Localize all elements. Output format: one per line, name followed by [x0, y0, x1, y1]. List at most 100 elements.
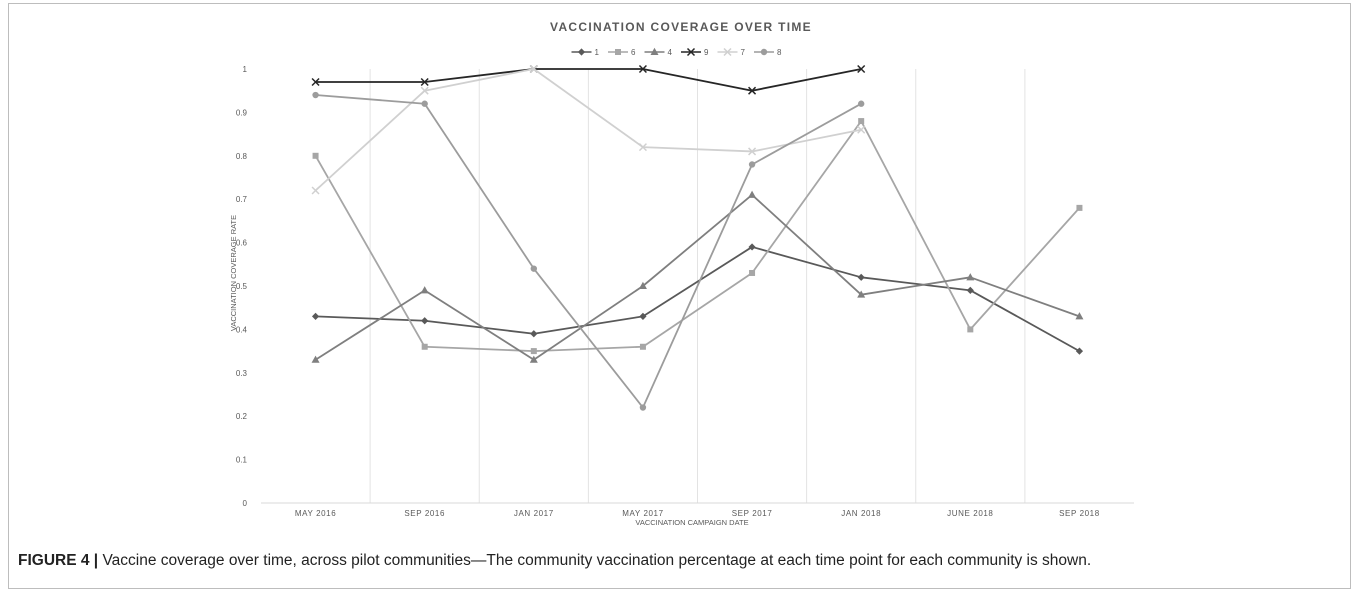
data-point-x-stroke: [748, 147, 757, 156]
chart-title: VACCINATION COVERAGE OVER TIME: [550, 20, 812, 34]
data-point-square: [749, 269, 756, 276]
data-point-diamond: [577, 48, 586, 56]
data-point-square: [639, 343, 646, 350]
data-point-diamond: [966, 286, 974, 294]
data-point-triangle: [857, 290, 866, 298]
data-point-circle: [421, 100, 428, 107]
data-point-x-stroke: [686, 47, 696, 57]
data-point-triangle: [966, 273, 975, 281]
data-point-square: [858, 118, 865, 125]
data-point-circle: [312, 91, 319, 99]
data-point-x-stroke: [311, 186, 320, 195]
data-point-circle: [530, 265, 538, 272]
data-point-square: [421, 343, 428, 350]
data-point-x: [311, 77, 320, 87]
legend-label: 4: [668, 48, 673, 57]
series-line-1: [315, 246, 1080, 352]
x-tick-label: MAY 2017: [622, 509, 663, 518]
data-point-x: [723, 47, 732, 57]
data-point-x-stroke: [723, 47, 732, 57]
y-tick-label: 0.7: [236, 195, 248, 204]
y-tick-label: 0.5: [236, 282, 248, 291]
data-point-x-stroke: [638, 143, 647, 152]
x-axis-label: VACCINATION CAMPAIGN DATE: [635, 518, 748, 527]
legend-item-4: 4: [644, 47, 673, 57]
legend-item-9: 9: [681, 47, 709, 57]
series-7: [311, 64, 866, 195]
y-tick-label: 0.1: [236, 456, 248, 465]
data-point-triangle: [650, 47, 659, 55]
data-point-circle: [639, 404, 647, 411]
data-point-square: [967, 326, 974, 333]
x-tick-label: JAN 2018: [841, 509, 881, 518]
figure-caption-label: FIGURE 4 |: [18, 552, 99, 569]
data-point-triangle: [1075, 312, 1084, 320]
series-group: [311, 64, 1084, 411]
data-point-x: [529, 64, 538, 74]
data-point-triangle: [311, 355, 320, 363]
data-point-circle: [760, 48, 768, 56]
y-tick-label: 1: [243, 65, 248, 74]
y-tick-label: 0.4: [236, 325, 248, 334]
y-tick-label: 0.2: [236, 412, 248, 421]
figure-caption: FIGURE 4 | Vaccine coverage over time, a…: [18, 552, 1338, 570]
y-tick-label: 0.8: [236, 152, 248, 161]
data-point-x: [748, 86, 757, 95]
figure-caption-text: Vaccine coverage over time, across pilot…: [98, 552, 1092, 569]
data-point-x: [686, 47, 696, 57]
data-point-x-stroke: [529, 64, 538, 74]
legend-item-8: 8: [754, 48, 782, 57]
data-point-x-stroke: [420, 86, 429, 95]
data-point-x: [857, 125, 866, 134]
data-point-x-stroke: [857, 125, 866, 134]
data-point-triangle: [529, 355, 538, 363]
x-tick-label: JAN 2017: [514, 509, 554, 518]
data-point-diamond: [530, 330, 538, 338]
series-line-6: [314, 120, 1081, 353]
series-1: [311, 243, 1084, 355]
legend-label: 9: [704, 48, 709, 57]
data-point-x-stroke: [748, 86, 757, 95]
series-line-7: [314, 68, 862, 192]
data-point-x-stroke: [638, 64, 647, 74]
data-point-x: [420, 77, 429, 87]
x-tick-label: SEP 2016: [404, 509, 445, 518]
data-point-x-stroke: [311, 77, 320, 87]
data-point-diamond: [857, 273, 865, 281]
data-point-x: [638, 143, 647, 152]
x-axis-ticks: MAY 2016 SEP 2016 JAN 2017 MAY 2017 SEP 2017…: [295, 509, 1099, 518]
data-point-diamond: [311, 312, 320, 320]
legend-item-1: 1: [571, 48, 600, 57]
data-point-diamond: [639, 312, 647, 320]
data-point-triangle: [638, 281, 647, 289]
data-point-x: [311, 186, 320, 195]
data-point-triangle: [420, 286, 429, 294]
data-point-x: [857, 64, 866, 74]
legend-label: 1: [595, 48, 600, 57]
y-axis-label: VACCINATION COVERAGE RATE: [229, 215, 238, 331]
y-tick-label: 0.3: [236, 369, 248, 378]
data-point-circle: [748, 161, 756, 168]
data-point-triangle: [748, 190, 757, 198]
data-point-diamond: [1075, 347, 1084, 355]
y-tick-label: 0.6: [236, 239, 248, 248]
data-point-x: [420, 86, 429, 95]
series-4: [311, 190, 1084, 363]
data-point-x: [638, 64, 647, 74]
data-point-diamond: [748, 243, 756, 251]
legend-label: 8: [777, 48, 782, 57]
data-point-x-stroke: [420, 77, 429, 87]
x-tick-label: SEP 2017: [732, 509, 773, 518]
data-point-x: [748, 147, 757, 156]
legend: 1 6 4 9 7 8: [571, 47, 782, 57]
x-tick-label: MAY 2016: [295, 509, 336, 518]
data-point-square: [1076, 204, 1083, 211]
legend-label: 7: [741, 48, 746, 57]
data-point-square: [312, 152, 319, 159]
y-axis-ticks: 0 0.1 0.2 0.3 0.4 0.5 0.6 0.7 0.8 0.9 1: [236, 65, 248, 508]
series-line-9: [315, 68, 862, 92]
series-8: [312, 91, 865, 411]
x-tick-label: JUNE 2018: [947, 509, 993, 518]
